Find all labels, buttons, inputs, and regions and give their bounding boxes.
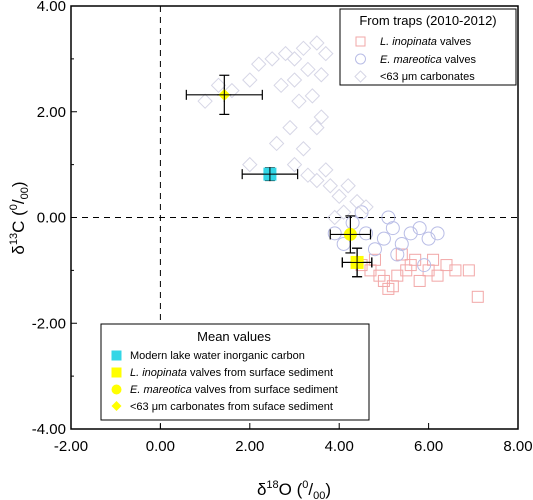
point-carbonates xyxy=(313,109,330,125)
legend-traps-title: From traps (2010-2012) xyxy=(359,13,496,28)
point-l-inopinata xyxy=(462,264,475,277)
legend-means-box xyxy=(100,323,370,421)
point-carbonates xyxy=(286,156,303,173)
point-carbonates xyxy=(313,67,330,83)
y-tick-label: -4.00 xyxy=(32,421,66,438)
x-tick-label: 2.00 xyxy=(235,438,264,455)
legend-means-l-inopinata-marker xyxy=(111,367,122,378)
legend-means-title: Mean values xyxy=(197,329,271,344)
legend-traps-entry-2: E. mareotica valves xyxy=(380,54,476,66)
point-carbonates xyxy=(273,77,289,94)
point-e-mareotica xyxy=(417,258,432,273)
legend-means-entry-2: L. inopinata valves from surface sedimen… xyxy=(130,367,333,379)
point-e-mareotica xyxy=(354,205,369,220)
x-tick-label: 0.00 xyxy=(146,438,175,455)
trap-points xyxy=(197,35,484,303)
point-carbonates xyxy=(197,93,213,109)
legend-traps-entry-3: <63 μm carbonates xyxy=(380,71,475,83)
point-carbonates xyxy=(242,72,258,88)
point-carbonates xyxy=(277,45,294,62)
point-carbonates xyxy=(309,35,325,51)
point-l-inopinata xyxy=(368,253,381,266)
x-tick-label: 8.00 xyxy=(503,438,532,455)
point-e-mareotica xyxy=(367,242,382,257)
point-l-inopinata xyxy=(427,253,440,266)
y-tick-label: 2.00 xyxy=(37,104,66,121)
legend-traps-box xyxy=(339,8,517,86)
point-carbonates xyxy=(300,167,316,183)
point-l-inopinata xyxy=(413,274,426,287)
mean-points xyxy=(185,74,373,278)
point-e-mareotica xyxy=(421,231,436,246)
legend-means-entry-4: <63 μm carbonates from suface sediment xyxy=(130,401,333,413)
legend-traps-diamond-marker xyxy=(354,70,367,83)
point-carbonates xyxy=(286,51,303,67)
point-l-inopinata xyxy=(395,248,408,261)
point-e-mareotica xyxy=(390,247,405,262)
point-carbonates xyxy=(335,204,352,220)
axis-ticks: -2.00 0.00 2.00 4.00 6.00 8.00 4.00 2.00 0.00 -2.… xyxy=(32,0,533,455)
point-carbonates xyxy=(331,188,347,205)
point-l-inopinata xyxy=(382,282,395,295)
point-e-mareotica xyxy=(403,226,418,241)
point-carbonates xyxy=(291,93,307,109)
point-carbonates xyxy=(358,199,374,215)
point-e-mareotica xyxy=(345,215,360,230)
point-e-mareotica xyxy=(376,231,391,246)
point-carbonates xyxy=(210,77,227,94)
point-carbonates xyxy=(304,88,321,104)
y-axis-title: δ13C (0/00) xyxy=(8,181,31,254)
point-carbonates xyxy=(264,51,280,67)
x-tick-label: 6.00 xyxy=(414,438,443,455)
point-e-mareotica xyxy=(359,226,374,241)
point-e-mareotica xyxy=(412,221,427,236)
legend-traps-circle-marker xyxy=(355,53,366,65)
x-axis-title: δ18O (0/00) xyxy=(257,479,331,500)
point-e-mareotica xyxy=(381,210,396,225)
point-e-mareotica xyxy=(327,226,342,241)
point-carbonates xyxy=(300,61,316,78)
point-carbonates xyxy=(309,172,325,189)
x-tick-label: -2.00 xyxy=(54,438,88,455)
legend-means: Mean values Modern lake water inorganic … xyxy=(100,323,370,421)
point-carbonates xyxy=(295,141,312,157)
point-l-inopinata xyxy=(431,269,444,282)
point-carbonates xyxy=(282,119,298,136)
point-carbonates xyxy=(340,178,356,194)
legend-means-water-marker xyxy=(111,350,122,361)
point-carbonates xyxy=(251,56,267,72)
legend-traps: From traps (2010-2012) L. inopinata valv… xyxy=(339,8,517,86)
point-carbonates xyxy=(286,72,303,88)
point-carbonates xyxy=(242,156,258,173)
point-carbonates xyxy=(309,119,325,136)
legend-means-carbonates-marker xyxy=(111,401,122,411)
y-tick-label: 4.00 xyxy=(37,0,66,15)
point-l-inopinata xyxy=(449,264,462,277)
point-carbonates xyxy=(322,178,338,194)
point-carbonates xyxy=(295,40,312,57)
y-tick-label: -2.00 xyxy=(32,315,66,332)
legend-traps-entry-1: L. inopinata valves xyxy=(380,36,472,48)
point-carbonates xyxy=(349,193,365,210)
point-carbonates xyxy=(224,82,240,99)
legend-means-entry-3: E. mareotica valves from surface sedimen… xyxy=(130,384,338,396)
point-carbonates xyxy=(268,135,285,152)
point-l-inopinata xyxy=(471,290,484,303)
legend-traps-square-marker xyxy=(355,36,366,47)
x-tick-label: 4.00 xyxy=(325,438,354,455)
y-tick-label: 0.00 xyxy=(37,210,66,227)
point-carbonates xyxy=(318,45,334,62)
legend-means-e-mareotica-marker xyxy=(111,384,122,395)
legend-means-entry-1: Modern lake water inorganic carbon xyxy=(130,350,305,362)
point-e-mareotica xyxy=(430,226,445,241)
point-carbonates xyxy=(318,162,334,178)
